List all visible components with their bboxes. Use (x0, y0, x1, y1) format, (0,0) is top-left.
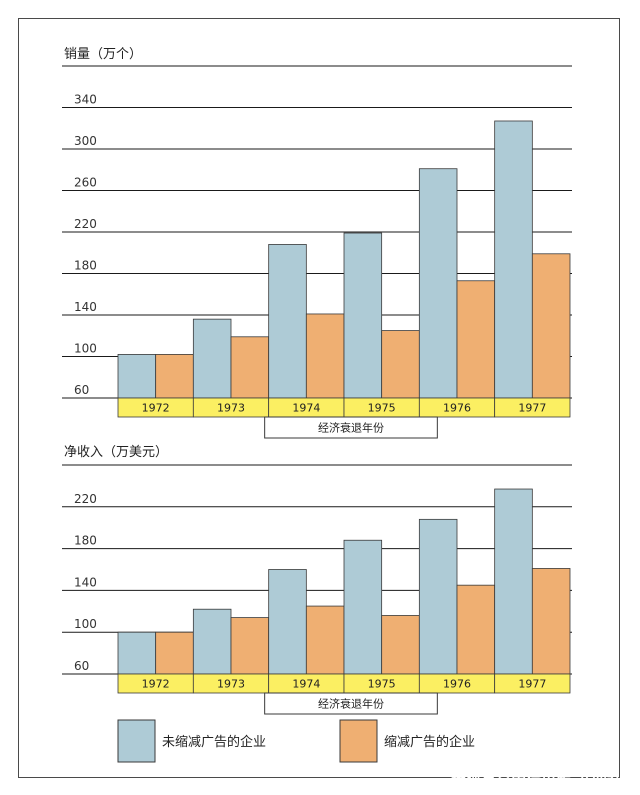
year-cell (494, 397, 571, 418)
y-tick-label: 60 (74, 383, 89, 397)
bar-unreduced (117, 354, 157, 399)
recession-label: 经济衰退年份 (318, 697, 384, 711)
bar-unreduced (418, 518, 458, 675)
year-label: 1974 (292, 678, 320, 691)
bar-reduced (305, 605, 345, 675)
year-label: 1973 (217, 402, 245, 415)
legend: 未缩减广告的企业 缩减广告的企业 (117, 719, 475, 763)
bar-reduced (305, 313, 345, 399)
year-label: 1974 (292, 402, 320, 415)
bar-reduced (155, 631, 194, 675)
y-tick-label: 180 (74, 534, 97, 548)
year-cell (494, 673, 571, 694)
year-label: 1976 (443, 402, 471, 415)
legend-label-reduced: 缩减广告的企业 (384, 734, 475, 750)
y-tick-label: 60 (74, 659, 89, 673)
y-tick-label: 140 (74, 575, 97, 589)
bar-reduced (531, 253, 571, 399)
bar-unreduced (343, 539, 383, 675)
legend-swatch-reduced (339, 719, 378, 763)
bar-reduced (230, 617, 270, 675)
bar-reduced (381, 330, 420, 399)
legend-label-unreduced: 未缩减广告的企业 (162, 734, 266, 750)
chart-title: 净收入（万美元） (64, 445, 168, 460)
y-tick-label: 260 (74, 176, 97, 190)
recession-label: 经济衰退年份 (318, 421, 384, 435)
recession-box (264, 692, 438, 715)
y-tick-label: 100 (74, 342, 97, 356)
bar-unreduced (268, 244, 307, 399)
year-label: 1977 (518, 402, 546, 415)
sales-chart: 销量（万个） 60 100 140 180 220 260 300 340 1972 1973 197… (62, 47, 572, 439)
year-label: 1977 (518, 678, 546, 691)
y-tick-label: 220 (74, 492, 97, 506)
year-label: 1973 (217, 678, 245, 691)
year-label: 1976 (443, 678, 471, 691)
y-tick-label: 220 (74, 217, 97, 231)
bar-unreduced (268, 569, 307, 675)
bar-reduced (230, 336, 270, 399)
net-income-chart: 净收入（万美元） 60 100 140 180 220 1972 1973 1974 1975 19… (62, 445, 572, 715)
watermark: 搜狐号@中信出版·商业社 (451, 772, 622, 790)
y-tick-label: 340 (74, 93, 97, 107)
bar-unreduced (494, 120, 533, 399)
y-tick-label: 300 (74, 134, 97, 148)
year-label: 1975 (368, 678, 396, 691)
legend-swatch-unreduced (117, 719, 156, 763)
bar-reduced (456, 280, 496, 399)
bar-reduced (155, 354, 194, 399)
bar-unreduced (494, 488, 533, 675)
recession-box (264, 416, 438, 439)
y-tick-label: 100 (74, 617, 97, 631)
y-tick-label: 180 (74, 259, 97, 273)
bar-reduced (456, 584, 496, 675)
year-label: 1972 (142, 402, 170, 415)
year-label: 1972 (142, 678, 170, 691)
bar-unreduced (192, 608, 232, 675)
bar-unreduced (192, 318, 232, 399)
bar-reduced (531, 568, 571, 675)
chart-title: 销量（万个） (64, 47, 142, 62)
bar-unreduced (117, 631, 157, 675)
y-tick-label: 140 (74, 300, 97, 314)
year-label: 1975 (368, 402, 396, 415)
bar-unreduced (418, 168, 458, 399)
bar-unreduced (343, 232, 383, 399)
bar-reduced (381, 615, 420, 675)
